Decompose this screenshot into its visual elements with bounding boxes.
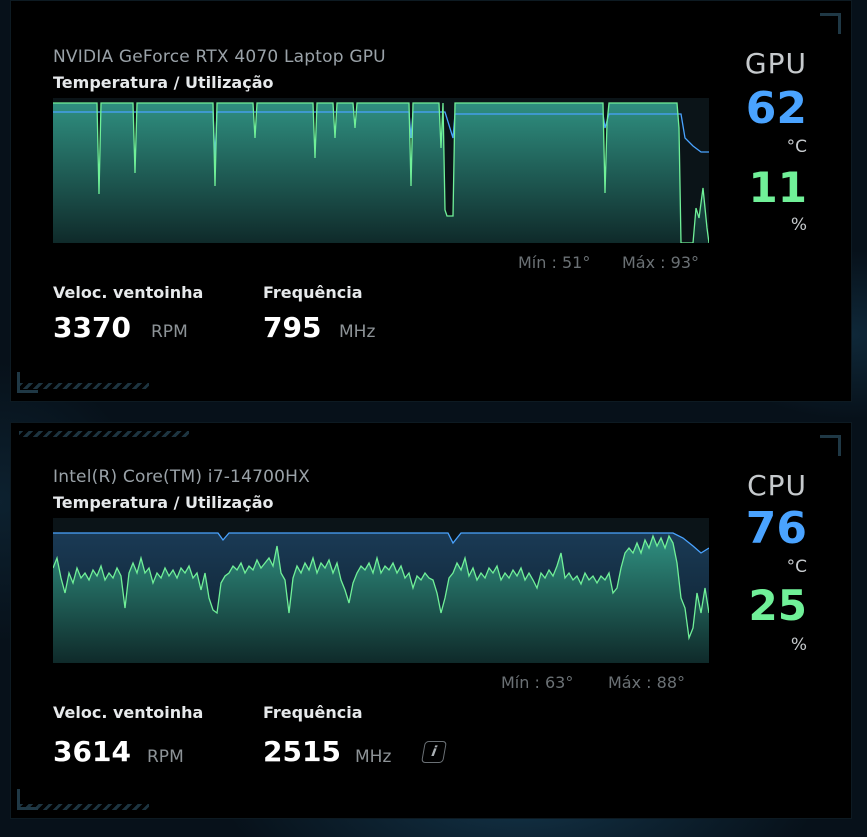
gpu-freq-unit: MHz: [339, 322, 376, 342]
cpu-max-temp: Máx : 88°: [608, 673, 685, 692]
decor-stripe: [19, 431, 189, 437]
cpu-utilization: 25: [748, 581, 807, 630]
cpu-device-name: Intel(R) Core(TM) i7-14700HX: [53, 467, 310, 487]
gpu-util-line: [53, 102, 709, 243]
cpu-temp-line: [53, 532, 709, 554]
cpu-fan-unit: RPM: [147, 747, 184, 767]
cpu-util-unit: %: [790, 635, 807, 655]
gpu-fan-label: Veloc. ventoinha: [53, 283, 204, 302]
gpu-temp-unit: °C: [786, 137, 807, 157]
gpu-temperature: 62: [745, 83, 807, 134]
cpu-fan-label: Veloc. ventoinha: [53, 703, 204, 722]
gpu-temp-util-chart: [53, 98, 709, 243]
cpu-util-area: [53, 536, 709, 663]
info-icon[interactable]: i: [421, 741, 447, 763]
gpu-freq-value: 795: [263, 311, 322, 344]
decor-stripe: [19, 383, 149, 389]
corner-decoration: [820, 435, 841, 456]
gpu-min-temp: Mín : 51°: [518, 253, 591, 272]
gpu-chart-subtitle: Temperatura / Utilização: [53, 73, 274, 92]
cpu-freq-unit: MHz: [355, 747, 392, 767]
cpu-util-line: [53, 534, 709, 641]
gpu-badge: GPU: [744, 47, 807, 80]
gpu-util-unit: %: [790, 215, 807, 235]
cpu-panel: Intel(R) Core(TM) i7-14700HX Temperatura…: [10, 422, 852, 819]
corner-decoration: [17, 789, 38, 810]
gpu-max-temp: Máx : 93°: [622, 253, 699, 272]
cpu-chart-subtitle: Temperatura / Utilização: [53, 493, 274, 512]
gpu-util-area: [53, 103, 709, 243]
cpu-freq-label: Frequência: [263, 703, 363, 722]
cpu-temp-util-chart: [53, 518, 709, 663]
cpu-badge: CPU: [747, 469, 807, 502]
gpu-fan-unit: RPM: [151, 322, 188, 342]
gpu-freq-label: Frequência: [263, 283, 363, 302]
gpu-device-name: NVIDIA GeForce RTX 4070 Laptop GPU: [53, 47, 386, 67]
corner-decoration: [820, 13, 841, 34]
gpu-utilization: 11: [748, 163, 807, 212]
corner-decoration: [17, 372, 38, 393]
decor-stripe: [19, 804, 149, 810]
gpu-panel: NVIDIA GeForce RTX 4070 Laptop GPU Tempe…: [10, 0, 852, 402]
cpu-freq-value: 2515: [263, 735, 341, 768]
cpu-fan-value: 3614: [53, 735, 131, 768]
gpu-fan-value: 3370: [53, 311, 131, 344]
cpu-min-temp: Mín : 63°: [501, 673, 574, 692]
cpu-temperature: 76: [745, 503, 807, 554]
cpu-temp-unit: °C: [786, 557, 807, 577]
gpu-temp-line: [53, 111, 709, 159]
